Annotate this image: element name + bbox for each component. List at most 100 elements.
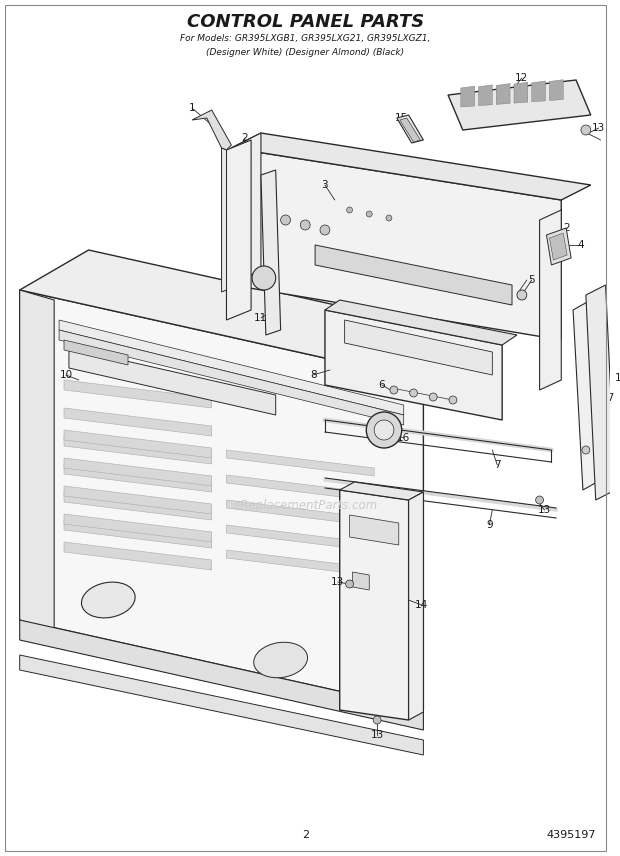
- Polygon shape: [539, 210, 561, 390]
- Circle shape: [410, 389, 417, 397]
- Text: (Designer White) (Designer Almond) (Black): (Designer White) (Designer Almond) (Blac…: [206, 47, 404, 56]
- Polygon shape: [64, 340, 128, 365]
- Polygon shape: [315, 245, 512, 305]
- Polygon shape: [64, 542, 211, 570]
- Circle shape: [536, 496, 544, 504]
- Text: 10: 10: [60, 370, 73, 380]
- Circle shape: [517, 290, 527, 300]
- Polygon shape: [226, 140, 251, 320]
- Polygon shape: [20, 250, 492, 380]
- Text: 5: 5: [528, 275, 535, 285]
- Text: 12: 12: [515, 73, 528, 83]
- Circle shape: [373, 716, 381, 724]
- Text: 15: 15: [395, 113, 409, 123]
- Polygon shape: [64, 436, 211, 464]
- Text: 14: 14: [415, 600, 428, 610]
- Polygon shape: [496, 84, 510, 104]
- Circle shape: [366, 211, 372, 217]
- Circle shape: [581, 125, 591, 135]
- Polygon shape: [64, 520, 211, 548]
- Polygon shape: [69, 348, 276, 415]
- Text: 1: 1: [188, 103, 195, 113]
- Circle shape: [390, 386, 398, 394]
- Polygon shape: [400, 118, 420, 142]
- Circle shape: [320, 225, 330, 235]
- Text: For Models: GR395LXGB1, GR395LXG21, GR395LXGZ1,: For Models: GR395LXGB1, GR395LXG21, GR39…: [180, 33, 430, 43]
- Polygon shape: [573, 300, 601, 490]
- Ellipse shape: [254, 642, 308, 678]
- Circle shape: [374, 420, 394, 440]
- Text: 8: 8: [310, 370, 316, 380]
- Text: 6: 6: [379, 380, 386, 390]
- Polygon shape: [20, 290, 423, 710]
- Polygon shape: [350, 515, 399, 545]
- Polygon shape: [479, 85, 492, 105]
- Polygon shape: [448, 80, 591, 130]
- Text: 2: 2: [241, 133, 247, 143]
- Text: 16: 16: [397, 433, 410, 443]
- Circle shape: [300, 220, 310, 230]
- Polygon shape: [409, 492, 423, 720]
- Polygon shape: [64, 408, 211, 436]
- Polygon shape: [231, 133, 261, 285]
- Polygon shape: [231, 133, 591, 200]
- Circle shape: [281, 215, 291, 225]
- Polygon shape: [397, 115, 423, 143]
- Polygon shape: [64, 430, 211, 458]
- Circle shape: [386, 215, 392, 221]
- Circle shape: [347, 207, 353, 213]
- Polygon shape: [20, 655, 423, 755]
- Polygon shape: [226, 475, 374, 501]
- Polygon shape: [192, 110, 231, 150]
- Circle shape: [345, 580, 353, 588]
- Ellipse shape: [81, 582, 135, 618]
- Polygon shape: [514, 82, 528, 103]
- Text: 13: 13: [592, 123, 605, 133]
- Circle shape: [366, 412, 402, 448]
- Polygon shape: [64, 458, 211, 486]
- Text: eReplacementParts.com: eReplacementParts.com: [233, 498, 378, 512]
- Text: CONTROL PANEL PARTS: CONTROL PANEL PARTS: [187, 13, 424, 31]
- Polygon shape: [20, 620, 423, 730]
- Polygon shape: [64, 492, 211, 520]
- Polygon shape: [546, 228, 571, 265]
- Circle shape: [252, 266, 276, 290]
- Text: 7: 7: [494, 460, 500, 470]
- Polygon shape: [64, 464, 211, 492]
- Text: 4: 4: [578, 240, 584, 250]
- Polygon shape: [231, 148, 561, 340]
- Polygon shape: [353, 572, 370, 590]
- Text: 2: 2: [563, 223, 570, 233]
- Polygon shape: [20, 290, 54, 630]
- Circle shape: [429, 393, 437, 401]
- Polygon shape: [221, 148, 226, 292]
- Polygon shape: [340, 482, 423, 500]
- Polygon shape: [226, 525, 374, 551]
- Text: 3: 3: [322, 180, 328, 190]
- Polygon shape: [325, 310, 502, 420]
- Polygon shape: [59, 320, 404, 415]
- Text: 13: 13: [538, 505, 551, 515]
- Circle shape: [582, 446, 590, 454]
- Text: 11: 11: [254, 313, 268, 323]
- Polygon shape: [64, 486, 211, 514]
- Polygon shape: [226, 550, 374, 576]
- Text: 1: 1: [615, 373, 620, 383]
- Polygon shape: [549, 80, 563, 100]
- Polygon shape: [549, 233, 567, 260]
- Polygon shape: [226, 500, 374, 526]
- Text: 13: 13: [331, 577, 344, 587]
- Text: 2: 2: [302, 830, 309, 840]
- Circle shape: [449, 396, 457, 404]
- Polygon shape: [59, 330, 404, 425]
- Polygon shape: [340, 490, 409, 720]
- Polygon shape: [64, 514, 211, 542]
- Text: 17: 17: [602, 393, 615, 403]
- Text: 4395197: 4395197: [546, 830, 596, 840]
- Polygon shape: [532, 81, 546, 102]
- Polygon shape: [586, 285, 616, 500]
- Polygon shape: [64, 380, 211, 408]
- Polygon shape: [325, 300, 517, 345]
- Polygon shape: [226, 450, 374, 476]
- Polygon shape: [461, 86, 474, 107]
